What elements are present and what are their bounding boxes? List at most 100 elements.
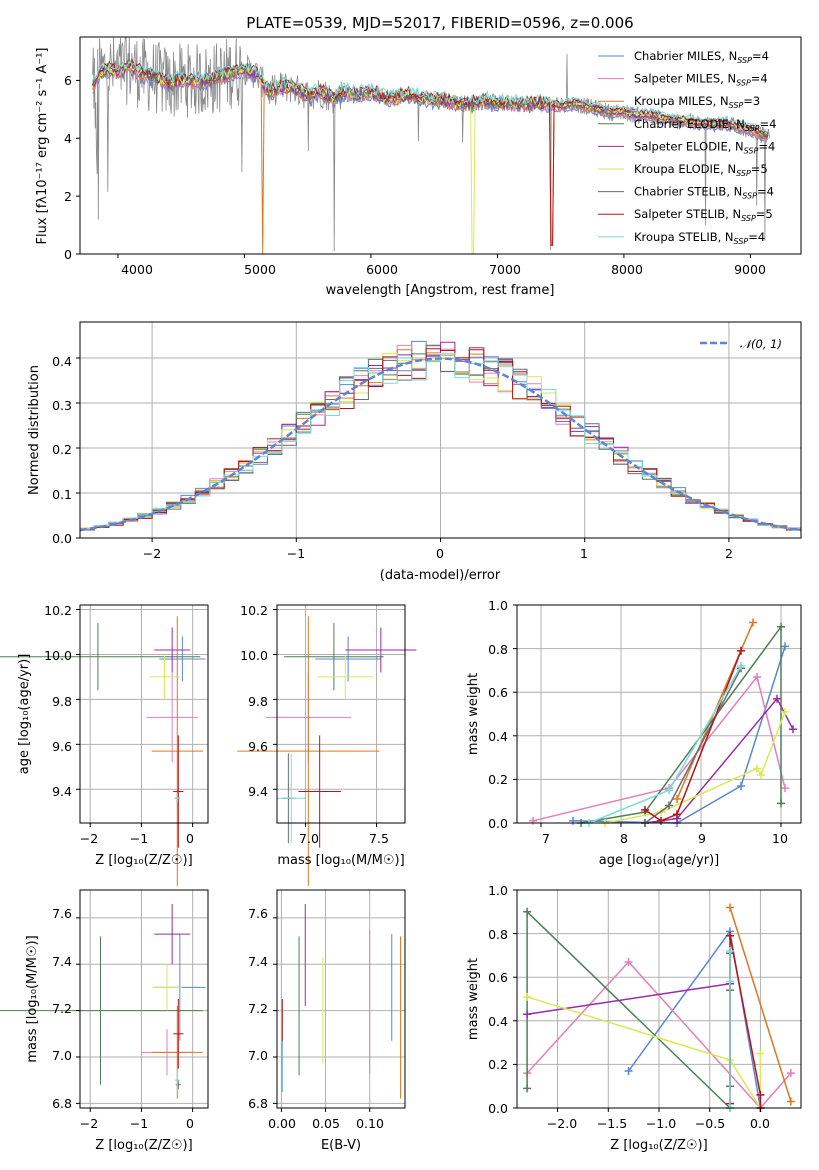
weight-line bbox=[526, 982, 731, 1016]
weight-marker bbox=[756, 1049, 765, 1058]
y-tick: 10.0 bbox=[44, 648, 72, 663]
spectrum-x-tick: 5000 bbox=[244, 262, 276, 277]
spectrum-x-tick: 4000 bbox=[121, 262, 153, 277]
weight-marker bbox=[665, 786, 673, 795]
legend-label: Salpeter MILES, NSSP=4 bbox=[634, 72, 768, 88]
residuals-y-tick: 0.4 bbox=[52, 354, 72, 369]
spectrum-plot-area bbox=[76, 37, 770, 258]
x-tick: −1 bbox=[130, 831, 148, 846]
weight-marker bbox=[781, 707, 789, 716]
weight-marker bbox=[523, 992, 532, 1001]
mass-vs-metallicity-panel: −2 −1 0 6.8 7.0 7.2 7.4 7.6 Z [log₁₀(Z/Z… bbox=[0, 889, 209, 1153]
x-tick: −1.5 bbox=[597, 1116, 627, 1131]
residuals-y-ticks: 0.0 0.1 0.2 0.3 0.4 bbox=[52, 354, 72, 546]
mass-vs-extinction-plot-area bbox=[273, 890, 405, 1112]
spectrum-x-tick: 6000 bbox=[366, 262, 398, 277]
x-tick: −2 bbox=[80, 1116, 98, 1131]
residuals-x-ticks: −2 −1 0 1 2 bbox=[143, 546, 733, 561]
y-tick: 0.6 bbox=[488, 685, 508, 700]
residuals-x-tick: −2 bbox=[143, 546, 161, 561]
x-label: Z [log₁₀(Z/Z☉)] bbox=[95, 1138, 192, 1153]
residuals-y-tick: 0.0 bbox=[52, 531, 72, 546]
legend-label: Chabrier STELIB, NSSP=4 bbox=[634, 185, 774, 201]
age-vs-metallicity-panel: −2 −1 0 9.4 9.6 9.8 10.0 10.2 Z [log₁₀(Z… bbox=[0, 603, 209, 886]
weight-marker bbox=[641, 805, 649, 814]
weight-marker bbox=[737, 781, 745, 790]
y-label: age [log₁₀(age/yr)] bbox=[17, 654, 32, 775]
y-tick: 9.4 bbox=[248, 784, 268, 799]
y-tick: 10.2 bbox=[240, 603, 268, 618]
weight-vs-metallicity-panel: −2.0 −1.5 −1.0 −0.5 0.0 0.0 0.2 0.4 0.6 … bbox=[466, 883, 802, 1153]
x-label: age [log₁₀(age/yr)] bbox=[599, 853, 720, 868]
weight-marker bbox=[753, 672, 761, 681]
y-tick: 0.6 bbox=[488, 970, 508, 985]
y-label: mass weight bbox=[466, 958, 481, 1040]
residuals-panel: −2 −1 0 1 2 0.0 0.1 0.2 0.3 0.4 (data-mo… bbox=[27, 321, 802, 583]
x-label: mass [log₁₀(M/M☉)] bbox=[277, 853, 404, 868]
weight-marker bbox=[753, 764, 761, 773]
x-tick: 0 bbox=[186, 831, 194, 846]
y-tick: 7.4 bbox=[248, 954, 268, 969]
age-vs-mass-plot-area bbox=[237, 605, 417, 886]
mass-vs-extinction-frame bbox=[276, 889, 406, 1109]
y-tick: 0.4 bbox=[488, 729, 508, 744]
weight-marker bbox=[665, 801, 673, 810]
age-vs-metallicity-frame bbox=[79, 604, 209, 824]
y-tick: 7.4 bbox=[52, 954, 72, 969]
y-label: mass [log₁₀(M/M☉)] bbox=[25, 935, 40, 1062]
y-tick: 9.8 bbox=[248, 694, 268, 709]
x-label: Z [log₁₀(Z/Z☉)] bbox=[610, 1138, 707, 1153]
weight-line bbox=[526, 960, 792, 1110]
weight-marker bbox=[726, 903, 734, 912]
spectrum-panel: PLATE=0539, MJD=52017, FIBERID=0596, z=0… bbox=[35, 14, 802, 298]
x-tick: 0 bbox=[186, 1116, 194, 1131]
spectrum-title: PLATE=0539, MJD=52017, FIBERID=0596, z=0… bbox=[246, 14, 633, 32]
spectrum-y-tick: 6 bbox=[64, 73, 72, 88]
x-tick: 0.00 bbox=[268, 1116, 296, 1131]
y-tick: 10.2 bbox=[44, 603, 72, 618]
weight-marker bbox=[523, 1084, 532, 1093]
weight-marker bbox=[673, 810, 681, 819]
y-tick: 7.0 bbox=[248, 1048, 268, 1063]
residuals-x-tick: 1 bbox=[580, 546, 588, 561]
spectrum-x-tick: 7000 bbox=[489, 262, 521, 277]
weight-line bbox=[532, 675, 786, 822]
weight-marker bbox=[786, 1097, 795, 1106]
weight-marker bbox=[781, 642, 789, 651]
legend-label: Kroupa STELIB, NSSP=4 bbox=[634, 230, 765, 246]
y-tick: 6.8 bbox=[52, 1096, 72, 1111]
weight-vs-metallicity-frame bbox=[516, 889, 802, 1109]
residuals-frame bbox=[79, 321, 802, 539]
weight-marker bbox=[523, 907, 532, 916]
age-vs-mass-panel: 7.0 7.5 9.4 9.6 9.8 10.0 10.2 mass [log₁… bbox=[237, 603, 417, 886]
y-tick: 10.0 bbox=[240, 648, 268, 663]
y-tick: 1.0 bbox=[488, 883, 508, 898]
spectrum-y-tick: 0 bbox=[64, 247, 72, 262]
y-tick: 0.2 bbox=[488, 772, 508, 787]
y-tick: 0.0 bbox=[488, 1101, 508, 1116]
y-tick: 6.8 bbox=[248, 1096, 268, 1111]
legend-label: Chabrier ELODIE, NSSP=4 bbox=[634, 117, 776, 133]
spectrum-y-label: Flux [fλ10⁻¹⁷ erg cm⁻² s⁻¹ A⁻¹] bbox=[35, 48, 50, 245]
y-tick: 0.8 bbox=[488, 927, 508, 942]
x-tick: 10 bbox=[772, 831, 788, 846]
x-tick: 7.0 bbox=[299, 831, 319, 846]
spectrum-legend: Chabrier MILES, NSSP=4 Salpeter MILES, NS… bbox=[598, 49, 776, 246]
y-tick: 9.6 bbox=[52, 739, 72, 754]
spectrum-model-line bbox=[92, 61, 769, 254]
weight-marker bbox=[786, 1069, 795, 1078]
weight-line bbox=[526, 996, 762, 1111]
spectrum-x-ticks: 4000 5000 6000 7000 8000 9000 bbox=[121, 262, 766, 277]
residuals-x-label: (data-model)/error bbox=[380, 568, 501, 583]
weight-marker bbox=[773, 694, 781, 703]
weight-vs-age-frame bbox=[516, 604, 802, 824]
y-tick: 0.2 bbox=[488, 1057, 508, 1072]
y-tick: 7.0 bbox=[52, 1048, 72, 1063]
x-tick: −1.0 bbox=[646, 1116, 676, 1131]
weight-marker bbox=[726, 931, 734, 940]
residuals-x-tick: −1 bbox=[287, 546, 305, 561]
spectrum-lines bbox=[92, 37, 770, 254]
x-tick: 9 bbox=[698, 831, 706, 846]
residuals-x-tick: 0 bbox=[436, 546, 444, 561]
